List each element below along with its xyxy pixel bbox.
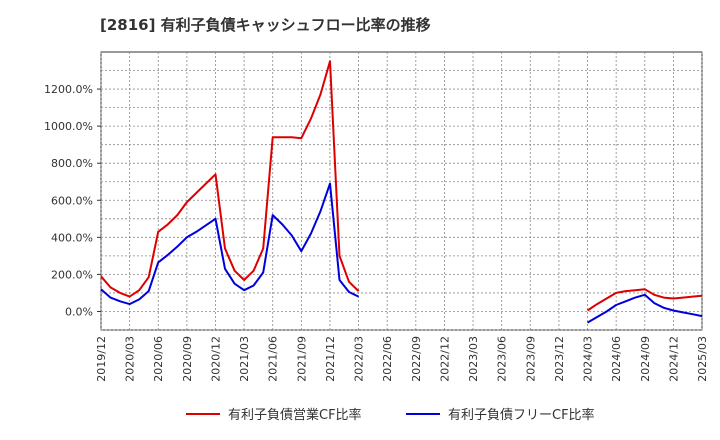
x-tick-label: 2023/09 [524,336,537,382]
y-tick-label: 0.0% [65,305,93,318]
chart-title: [2816] 有利子負債キャッシュフロー比率の推移 [100,16,431,34]
y-tick-label: 200.0% [51,268,93,281]
x-tick-label: 2021/06 [267,336,280,382]
legend-item-free-cf: 有利子負債フリーCF比率 [406,404,595,423]
series-2-line [100,182,360,306]
legend-label-free-cf: 有利子負債フリーCF比率 [448,408,595,423]
x-tick-label: 2020/12 [209,336,222,382]
x-tick-label: 2024/03 [582,336,595,382]
legend-swatch-red [186,412,220,415]
plot-area [100,51,703,331]
series-2-line [586,293,703,324]
x-tick-label: 2024/06 [610,336,623,382]
x-tick-label: 2022/12 [438,336,451,382]
x-tick-label: 2020/09 [181,336,194,382]
legend-swatch-blue [406,412,440,415]
chart-svg: 2019/12 2020/03 2020/06 2020/09 2020/12 2021/… [44,51,709,382]
legend-label-operating-cf: 有利子負債営業CF比率 [228,408,362,423]
y-tick-label: 1200.0% [44,83,93,96]
x-tick-label: 2023/12 [553,336,566,382]
x-tick-label: 2024/09 [639,336,652,382]
x-tick-label: 2021/12 [324,336,337,382]
series-1-line [586,288,703,312]
y-tick-label: 800.0% [51,157,93,170]
x-tick-label: 2020/03 [124,336,137,382]
x-tick-label: 2021/09 [295,336,308,382]
x-tick-label: 2021/03 [238,336,251,382]
x-tick-label: 2023/06 [496,336,509,382]
x-tick-label: 2022/03 [353,336,366,382]
y-tick-label: 400.0% [51,231,93,244]
y-tick-label: 1000.0% [44,120,93,133]
legend-item-operating-cf: 有利子負債営業CF比率 [186,404,362,423]
x-tick-label: 2022/09 [410,336,423,382]
x-tick-label: 2023/03 [467,336,480,382]
x-tick-label: 2022/06 [381,336,394,382]
y-tick-label: 600.0% [51,194,93,207]
x-tick-label: 2019/12 [95,336,108,382]
series-1-line [100,60,360,298]
x-tick-label: 2025/03 [696,336,709,382]
x-tick-label: 2020/06 [152,336,165,382]
legend: 有利子負債営業CF比率 有利子負債フリーCF比率 [0,404,720,428]
x-tick-label: 2024/12 [667,336,680,382]
